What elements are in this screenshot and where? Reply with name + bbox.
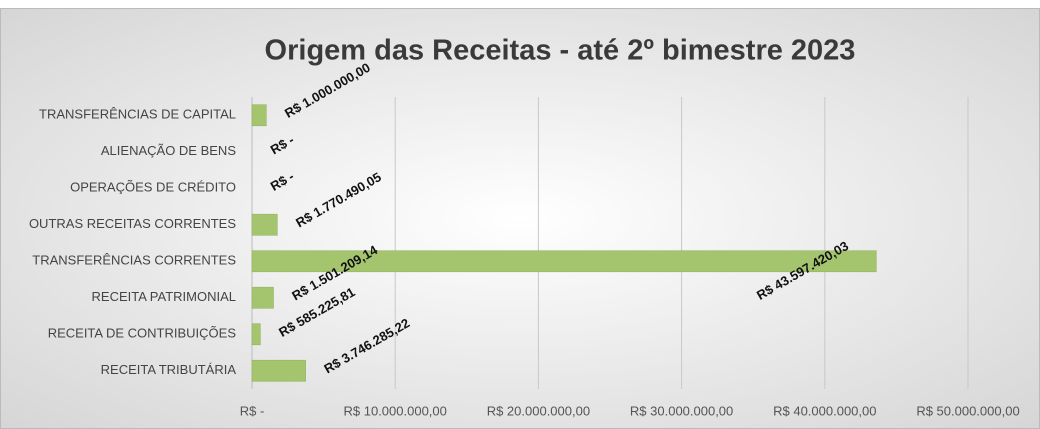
bar bbox=[251, 359, 306, 382]
x-tick-label: R$ - bbox=[240, 403, 265, 418]
bar bbox=[251, 286, 274, 309]
y-tick-label: RECEITA TRIBUTÁRIA bbox=[101, 362, 237, 377]
y-tick-label: TRANSFERÊNCIAS CORRENTES bbox=[32, 253, 236, 268]
bar bbox=[251, 323, 261, 346]
x-tick-label: R$ 40.000.000,00 bbox=[773, 403, 876, 418]
x-tick-label: R$ 10.000.000,00 bbox=[344, 403, 447, 418]
x-tick-label: R$ 50.000.000,00 bbox=[916, 403, 1019, 418]
y-tick-label: OPERAÇÕES DE CRÉDITO bbox=[70, 180, 236, 195]
chart-title: Origem das Receitas - até 2º bimestre 20… bbox=[265, 35, 856, 67]
y-tick-label: TRANSFERÊNCIAS DE CAPITAL bbox=[39, 107, 236, 122]
chart-background bbox=[0, 8, 1040, 429]
y-tick-label: ALIENAÇÃO DE BENS bbox=[101, 143, 236, 158]
y-tick-label: OUTRAS RECEITAS CORRENTES bbox=[29, 216, 236, 231]
bar bbox=[251, 213, 278, 236]
x-tick-label: R$ 30.000.000,00 bbox=[630, 403, 733, 418]
y-tick-label: RECEITA PATRIMONIAL bbox=[92, 289, 236, 304]
bar bbox=[251, 250, 877, 273]
y-tick-label: RECEITA DE CONTRIBUIÇÕES bbox=[48, 326, 237, 341]
bar bbox=[251, 104, 267, 127]
x-tick-label: R$ 20.000.000,00 bbox=[487, 403, 590, 418]
